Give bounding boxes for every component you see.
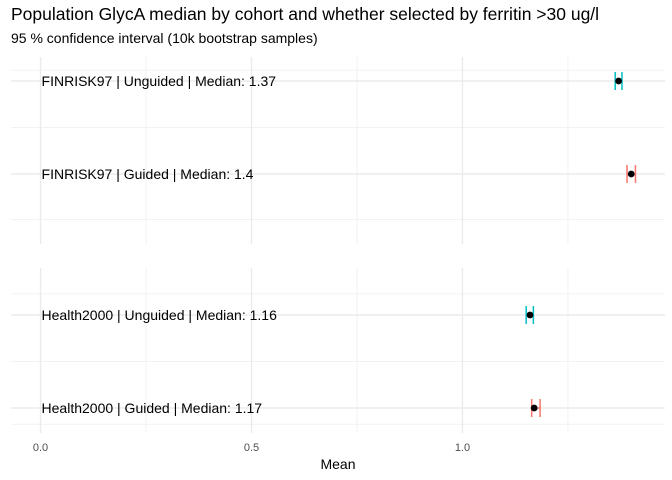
x-tick-label: 0.5 xyxy=(244,442,259,454)
chart-subtitle: 95 % confidence interval (10k bootstrap … xyxy=(11,30,318,46)
x-tick-label: 0.0 xyxy=(33,442,48,454)
row-label: Health2000 | Guided | Median: 1.17 xyxy=(42,400,263,416)
mean-point xyxy=(615,77,622,85)
row-label: Health2000 | Unguided | Median: 1.16 xyxy=(42,307,278,323)
row-label: FINRISK97 | Guided | Median: 1.4 xyxy=(42,166,254,182)
chart-title: Population GlycA median by cohort and wh… xyxy=(11,4,600,24)
x-axis-title: Mean xyxy=(320,456,355,472)
mean-point xyxy=(530,404,538,412)
row-label: FINRISK97 | Unguided | Median: 1.37 xyxy=(42,73,277,89)
x-tick-label: 1.0 xyxy=(455,442,470,454)
mean-point xyxy=(526,311,534,319)
mean-point xyxy=(627,170,635,178)
